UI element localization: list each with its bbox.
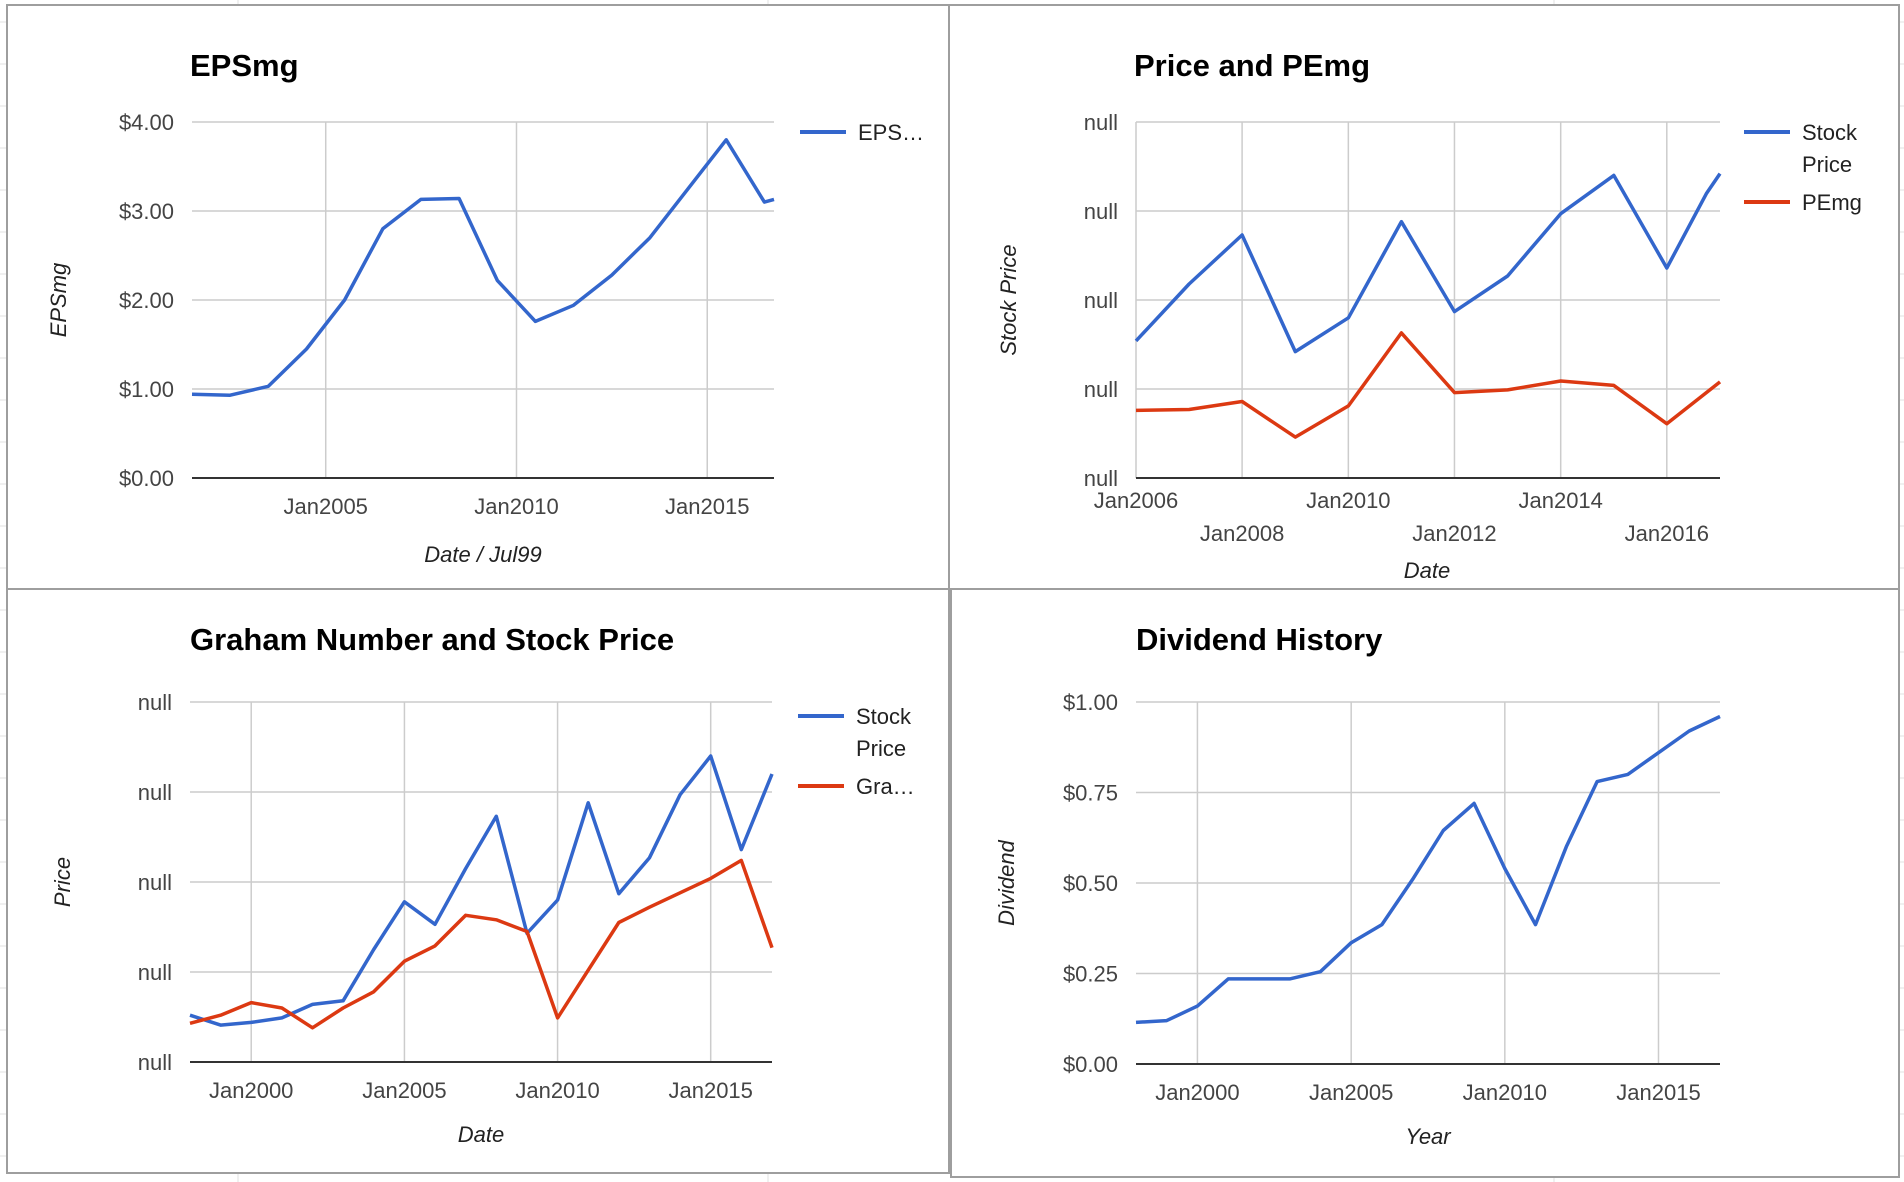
chart-panel-price-pemg[interactable]: Price and PEmg Jan2006 Jan2008 Jan2010 Jan20…	[948, 4, 1900, 590]
graham-price-x-tick-label: Jan2005	[362, 1078, 446, 1103]
graham-price-y-tick-label: null	[138, 960, 172, 985]
price-pemg-legend-label: PEmg	[1802, 190, 1862, 215]
graham-price-y-tick-label: null	[138, 690, 172, 715]
price-pemg-legend-label: Stock Price	[1802, 120, 1858, 177]
graham-price-y-tick-label: null	[138, 1050, 172, 1075]
chart-panel-graham-price[interactable]: Graham Number and Stock Price Jan2000 Jan2…	[6, 588, 950, 1174]
graham-price-x-tick-label: Jan2015	[668, 1078, 752, 1103]
graham-price-series-line-1[interactable]	[189, 754, 774, 1027]
chart-panel-epsmg[interactable]: EPSmg Jan2005 Jan2010 Jan2015 $0.00 $1.00 $2.0…	[6, 4, 950, 590]
price-pemg-x-tick-label: Jan2016	[1625, 521, 1709, 546]
epsmg-y-axis-title: EPSmg	[46, 262, 71, 337]
epsmg-x-tick-label: Jan2010	[474, 494, 558, 519]
dividend-history-y-tick-label: $0.00	[1063, 1052, 1118, 1077]
epsmg-y-tick-label: $3.00	[119, 199, 174, 224]
price-pemg-x-tick-label: Jan2012	[1412, 521, 1496, 546]
price-pemg-series-line-1[interactable]	[1134, 172, 1722, 354]
graham-price-series-line-2[interactable]	[189, 858, 774, 1030]
graham-price-x-axis-title: Date	[458, 1122, 504, 1147]
dividend-history-y-tick-label: $0.50	[1063, 871, 1118, 896]
graham-price-y-tick-label: null	[138, 870, 172, 895]
price-pemg-y-tick-label: null	[1084, 110, 1118, 135]
graham-price-legend-label: Gra…	[856, 774, 915, 799]
epsmg-y-tick-label: $2.00	[119, 288, 174, 313]
price-pemg-title: Price and PEmg	[1134, 48, 1370, 83]
price-pemg-y-tick-label: null	[1084, 288, 1118, 313]
dividend-history-x-axis-title: Year	[1405, 1124, 1452, 1149]
epsmg-chart: EPSmg Jan2005 Jan2010 Jan2015 $0.00 $1.00 $2.0…	[46, 48, 924, 567]
price-pemg-y-axis-title: Stock Price	[996, 244, 1021, 355]
price-pemg-x-tick-label: Jan2006	[1094, 488, 1178, 513]
dividend-history-y-axis-title: Dividend	[994, 839, 1019, 925]
epsmg-x-axis-title: Date / Jul99	[424, 542, 541, 567]
graham-price-title: Graham Number and Stock Price	[190, 622, 674, 657]
dividend-history-x-tick-label: Jan2005	[1309, 1080, 1393, 1105]
price-pemg-x-axis-title: Date	[1404, 558, 1450, 583]
epsmg-title: EPSmg	[190, 48, 299, 83]
price-pemg-x-tick-label: Jan2014	[1518, 488, 1602, 513]
epsmg-series-line-1[interactable]	[191, 138, 775, 397]
graham-price-chart: Graham Number and Stock Price Jan2000 Jan2…	[50, 622, 915, 1147]
price-pemg-series-line-2[interactable]	[1135, 331, 1722, 439]
dividend-history-x-tick-label: Jan2000	[1155, 1080, 1239, 1105]
dividend-history-y-tick-label: $0.75	[1063, 781, 1118, 806]
graham-price-legend-label: Stock Price	[856, 704, 912, 761]
epsmg-y-tick-label: $4.00	[119, 110, 174, 135]
epsmg-y-tick-label: $0.00	[119, 466, 174, 491]
graham-price-x-tick-label: Jan2000	[209, 1078, 293, 1103]
dividend-history-title: Dividend History	[1136, 622, 1383, 657]
dividend-history-x-tick-label: Jan2010	[1463, 1080, 1547, 1105]
graham-price-y-tick-label: null	[138, 780, 172, 805]
price-pemg-chart: Price and PEmg Jan2006 Jan2008 Jan2010 Jan20…	[996, 48, 1862, 583]
dividend-history-y-tick-label: $0.25	[1063, 962, 1118, 987]
price-pemg-y-tick-label: null	[1084, 199, 1118, 224]
dividend-history-series-line-1[interactable]	[1135, 714, 1721, 1025]
dividend-history-y-tick-label: $1.00	[1063, 690, 1118, 715]
price-pemg-x-tick-label: Jan2008	[1200, 521, 1284, 546]
epsmg-x-tick-label: Jan2005	[284, 494, 368, 519]
epsmg-y-tick-label: $1.00	[119, 377, 174, 402]
epsmg-legend-label: EPS…	[858, 120, 924, 145]
epsmg-x-tick-label: Jan2015	[665, 494, 749, 519]
dividend-history-chart: Dividend History Jan2000 Jan2005 Jan2010 Jan…	[994, 622, 1721, 1149]
price-pemg-x-tick-label: Jan2010	[1306, 488, 1390, 513]
chart-panel-dividend-history[interactable]: Dividend History Jan2000 Jan2005 Jan2010 Jan…	[950, 588, 1900, 1178]
dividend-history-x-tick-label: Jan2015	[1616, 1080, 1700, 1105]
graham-price-y-axis-title: Price	[50, 857, 75, 907]
price-pemg-y-tick-label: null	[1084, 466, 1118, 491]
graham-price-x-tick-label: Jan2010	[515, 1078, 599, 1103]
price-pemg-y-tick-label: null	[1084, 377, 1118, 402]
